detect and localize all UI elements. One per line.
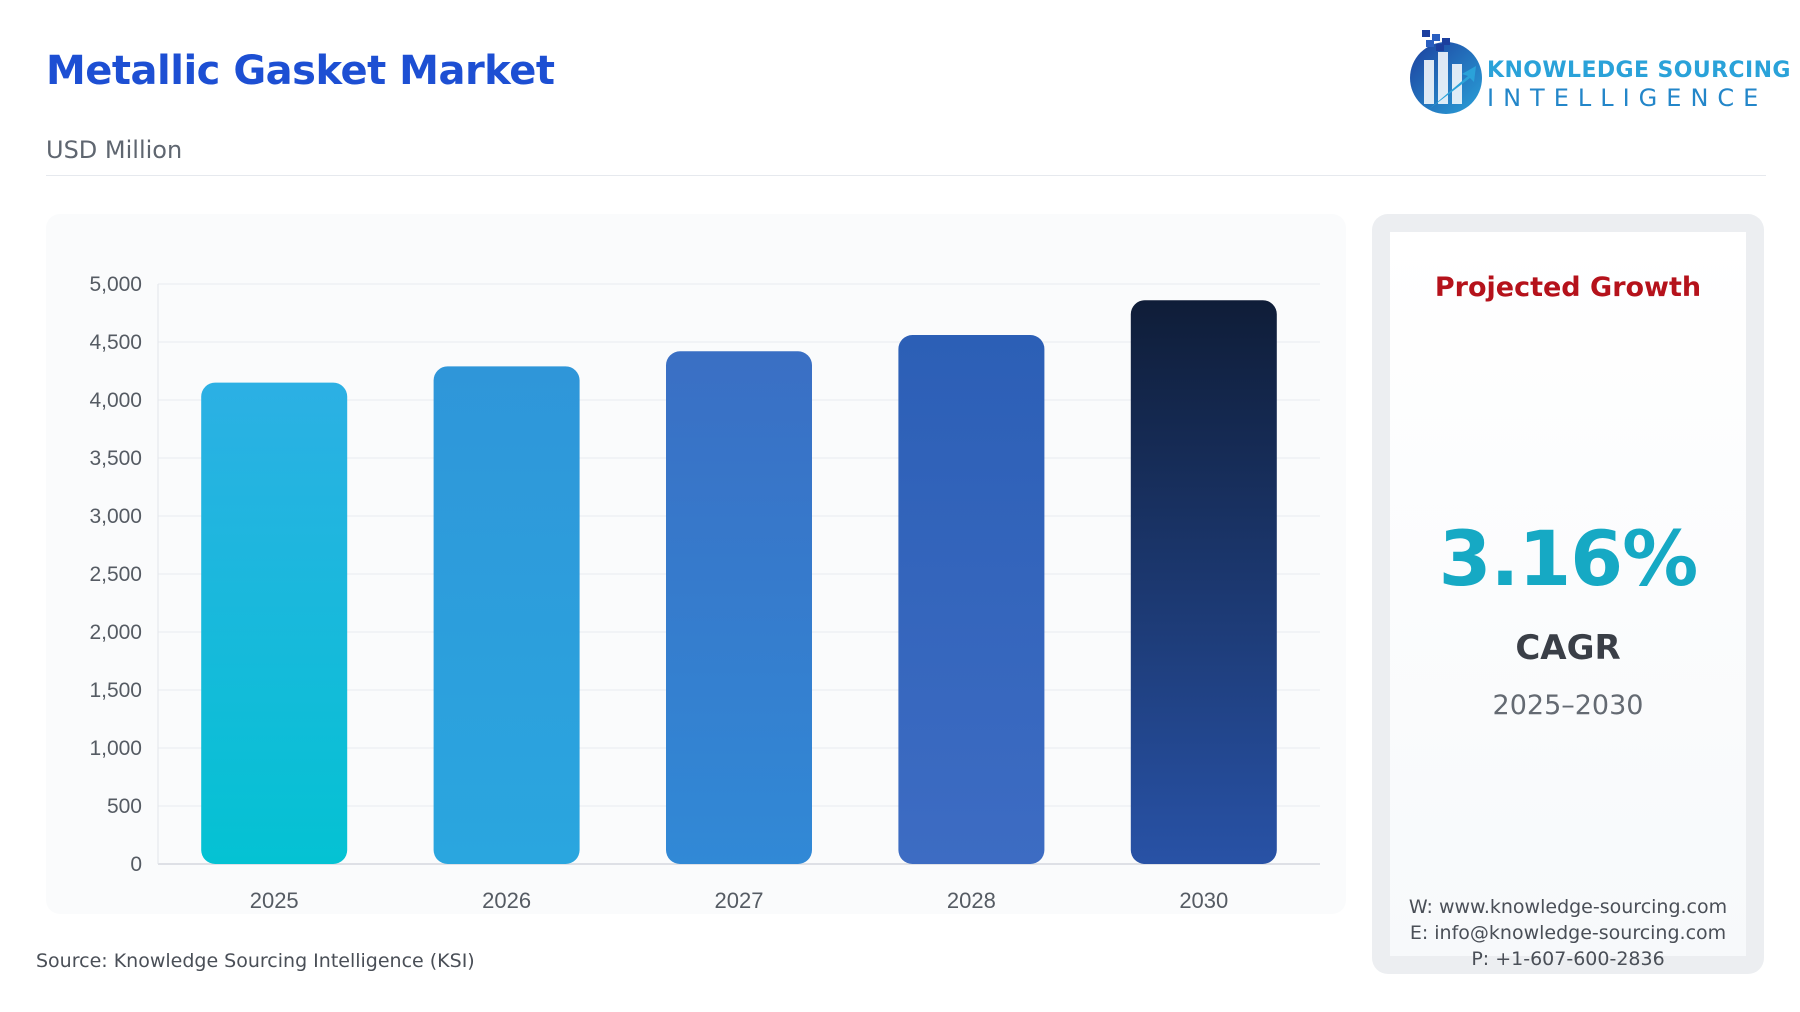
cagr-label: CAGR	[1515, 628, 1621, 668]
y-tick-label: 3,000	[89, 505, 142, 528]
header-divider	[46, 175, 1766, 176]
y-tick-label: 0	[130, 853, 142, 876]
bar-2027	[666, 351, 812, 864]
chart-card: 0 500 1,000 1,500 2,000 2,500 3,000 3,500 4,000 4…	[46, 214, 1346, 914]
x-tick-label: 2030	[1179, 888, 1228, 913]
y-tick-label: 500	[107, 795, 142, 818]
bar-2030	[1130, 300, 1277, 864]
y-tick-label: 4,000	[89, 389, 142, 412]
y-tick-label: 1,500	[89, 679, 142, 702]
contact-website[interactable]: W: www.knowledge-sourcing.com	[1408, 896, 1728, 918]
bar-chart: 0 500 1,000 1,500 2,000 2,500 3,000 3,500 4,000 4…	[89, 273, 1320, 913]
y-tick-label: 2,500	[89, 563, 142, 586]
contact-email[interactable]: E: info@knowledge-sourcing.com	[1409, 922, 1727, 944]
ksi-logo-icon	[1410, 30, 1482, 114]
cagr-period: 2025–2030	[1492, 690, 1644, 721]
growth-panel-inner: Projected Growth 3.16% CAGR 2025–2030 W:…	[1390, 232, 1746, 970]
y-tick-label: 4,500	[89, 331, 142, 354]
x-tick-label: 2027	[715, 888, 764, 913]
y-tick-label: 2,000	[89, 621, 142, 644]
cagr-value: 3.16%	[1438, 514, 1699, 603]
x-tick-label: 2025	[250, 888, 299, 913]
bar-2026	[433, 366, 580, 864]
y-tick-label: 1,000	[89, 737, 142, 760]
y-tick-label: 3,500	[89, 447, 142, 470]
growth-panel: Projected Growth 3.16% CAGR 2025–2030 W:…	[1372, 214, 1764, 974]
bar-2025	[201, 382, 348, 864]
source-note: Source: Knowledge Sourcing Intelligence …	[36, 950, 475, 972]
y-tick-label: 5,000	[89, 273, 142, 296]
unit-subtitle: USD Million	[46, 136, 183, 164]
brand-name-line1: KNOWLEDGE SOURCING	[1487, 58, 1791, 83]
x-tick-label: 2028	[947, 888, 996, 913]
page-title: Metallic Gasket Market	[46, 48, 555, 94]
contact-phone: P: +1-607-600-2836	[1471, 948, 1665, 970]
brand-name-line2: INTELLIGENCE	[1487, 84, 1768, 112]
projected-growth-heading: Projected Growth	[1434, 272, 1702, 303]
bar-2028	[898, 335, 1045, 864]
x-tick-label: 2026	[482, 888, 531, 913]
